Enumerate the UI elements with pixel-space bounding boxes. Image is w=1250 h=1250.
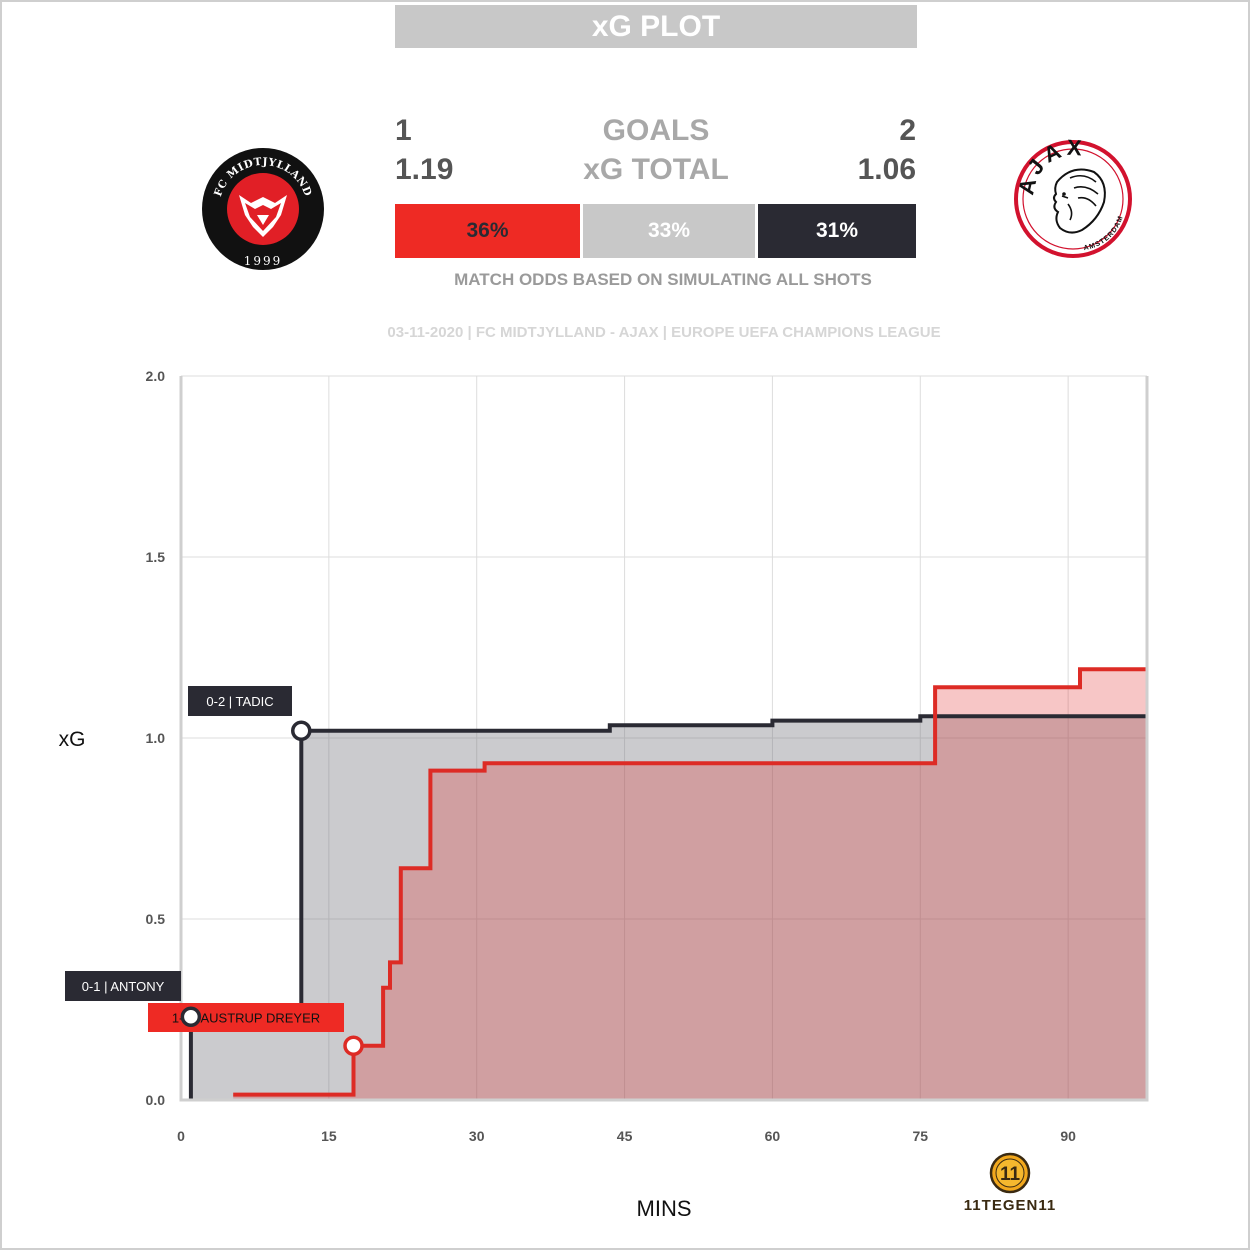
goal-label-box <box>65 971 181 1001</box>
y-tick-label: 0.5 <box>146 911 166 927</box>
y-axis-label: xG <box>59 728 86 751</box>
x-tick-label: 45 <box>617 1128 633 1144</box>
y-tick-label: 2.0 <box>146 368 166 384</box>
xg-total-label: xG TOTAL <box>583 153 729 186</box>
away-xg-total: 1.06 <box>857 153 916 186</box>
draw-odds: 33% <box>583 204 755 258</box>
home-goals: 1 <box>395 114 412 147</box>
brand-text: 11TEGEN11 <box>964 1197 1056 1214</box>
goal-label: 0-1 | ANTONY <box>82 979 165 994</box>
home-xg-line <box>233 667 1147 1097</box>
goal-label: 1-2 | AUSTRUP DREYER <box>172 1011 320 1026</box>
away-goals: 2 <box>899 114 916 147</box>
x-tick-label: 30 <box>469 1128 485 1144</box>
home-xg-total: 1.19 <box>395 153 454 186</box>
goal-label-box <box>188 686 292 716</box>
ajax-logo: AJAX AMSTERDAM <box>1013 138 1132 258</box>
away-win-odds: 31% <box>758 204 916 258</box>
goal-marker <box>180 1006 202 1027</box>
brand-logo: 11 11TEGEN11 <box>964 1152 1056 1214</box>
y-tick-label: 1.0 <box>146 730 166 746</box>
page-title: xG PLOT <box>395 5 917 48</box>
plot-border <box>179 376 1149 1102</box>
x-axis-label: MINS <box>637 1196 692 1221</box>
x-tick-label: 15 <box>321 1128 337 1144</box>
axis-ticks: 0 15 30 45 60 75 90 0.0 0.5 1.0 1.5 2.0 <box>146 368 1077 1144</box>
y-tick-label: 0.0 <box>146 1092 166 1108</box>
goal-marker <box>291 720 312 742</box>
goal-marker <box>343 1035 364 1056</box>
grid <box>181 375 1147 1100</box>
match-info: 03-11-2020 | FC MIDTJYLLAND - AJAX | EUR… <box>387 324 941 341</box>
home-logo-year: 1999 <box>244 254 283 268</box>
home-win-odds: 36% <box>395 204 580 258</box>
goals-label: GOALS <box>602 114 710 147</box>
x-tick-label: 60 <box>765 1128 781 1144</box>
xg-areas <box>190 669 1147 1100</box>
goal-label: 0-2 | TADIC <box>206 694 273 709</box>
x-tick-label: 0 <box>177 1128 185 1144</box>
goal-annotations: 0-1 | ANTONY 0-2 | TADIC 1-2 | AUSTRUP DRE… <box>65 686 364 1056</box>
fc-midtjylland-logo: FC MIDTJYLLAND 1999 <box>202 148 324 270</box>
y-tick-label: 1.5 <box>146 549 166 565</box>
x-tick-label: 75 <box>912 1128 928 1144</box>
brand-mark: 11 <box>1000 1164 1021 1185</box>
odds-note: MATCH ODDS BASED ON SIMULATING ALL SHOTS <box>454 270 872 289</box>
x-tick-label: 90 <box>1060 1128 1076 1144</box>
home-xg-area <box>233 669 1147 1100</box>
